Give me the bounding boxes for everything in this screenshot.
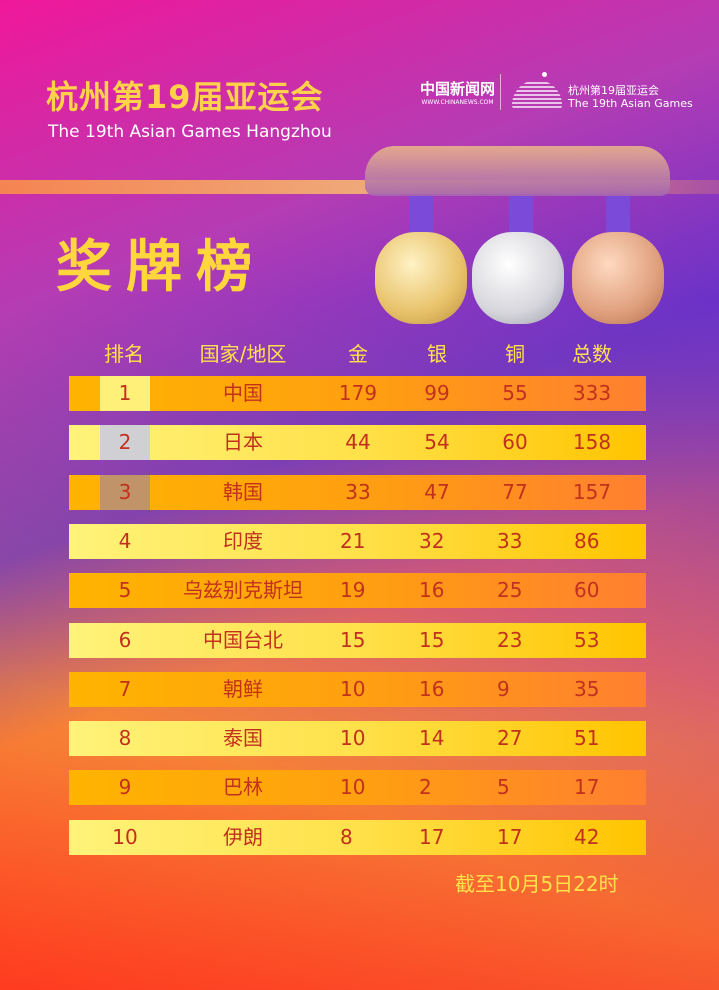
rank-cell: 6 xyxy=(118,627,132,652)
gold-cell: 179 xyxy=(338,381,378,405)
rank-highlight xyxy=(100,376,150,411)
chinanews-logo: 中国新闻网 WWW.CHINANEWS.COM xyxy=(420,78,495,106)
gold-cell: 15 xyxy=(340,627,366,652)
total-cell: 42 xyxy=(574,824,600,849)
silver-cell: 16 xyxy=(419,578,445,603)
table-row: 10 伊朗 8 17 17 42 xyxy=(69,819,646,855)
rank-cell: 2 xyxy=(118,430,132,455)
bronze-cell: 27 xyxy=(497,726,523,751)
logo-divider xyxy=(500,74,501,110)
country-cell: 泰国 xyxy=(223,726,263,751)
gold-cell: 10 xyxy=(340,726,366,751)
medal-table-title: 奖牌榜 xyxy=(56,235,266,300)
country-cell: 乌兹别克斯坦 xyxy=(183,578,303,603)
chinanews-logo-text: 中国新闻网 xyxy=(420,80,496,98)
games-logo-en: The 19th Asian Games xyxy=(568,97,693,110)
gold-cell: 10 xyxy=(340,775,366,800)
total-cell: 60 xyxy=(574,578,600,603)
rank-cell: 1 xyxy=(118,381,132,405)
rank-cell: 8 xyxy=(118,726,132,751)
col-header-gold: 金 xyxy=(348,342,368,366)
total-cell: 53 xyxy=(574,627,600,652)
table-row: 4 印度 21 32 33 86 xyxy=(69,523,646,559)
country-cell: 日本 xyxy=(223,430,263,455)
bronze-cell: 17 xyxy=(497,824,523,849)
col-header-total: 总数 xyxy=(572,342,612,366)
total-cell: 333 xyxy=(572,381,612,405)
bronze-cell: 55 xyxy=(502,381,528,405)
gold-ribbon xyxy=(409,196,433,236)
country-cell: 印度 xyxy=(223,528,263,553)
bronze-cell: 25 xyxy=(497,578,523,603)
table-row: 7 朝鲜 10 16 9 35 xyxy=(69,671,646,707)
total-cell: 158 xyxy=(572,430,612,455)
silver-cell: 16 xyxy=(419,676,445,701)
rank-cell: 5 xyxy=(118,578,132,603)
rank-highlight xyxy=(100,474,150,510)
col-header-rank: 排名 xyxy=(104,342,144,366)
total-cell: 35 xyxy=(574,676,600,701)
title-cn: 杭州第19届亚运会 xyxy=(46,78,324,116)
gold-cell: 10 xyxy=(340,676,366,701)
gold-cell: 33 xyxy=(345,479,371,504)
bronze-cell: 9 xyxy=(497,676,510,701)
total-cell: 17 xyxy=(574,775,600,800)
gold-medal-icon xyxy=(375,232,467,324)
country-cell: 韩国 xyxy=(223,479,263,504)
silver-medal-icon xyxy=(472,232,564,324)
rank-cell: 4 xyxy=(118,528,132,553)
gold-cell: 19 xyxy=(340,578,366,603)
col-header-country: 国家/地区 xyxy=(199,342,287,366)
table-row: 3 韩国 33 47 77 157 xyxy=(69,474,646,510)
total-cell: 51 xyxy=(574,726,600,751)
title-en: The 19th Asian Games Hangzhou xyxy=(48,122,332,142)
rank-highlight xyxy=(100,425,150,461)
bronze-cell: 5 xyxy=(497,775,510,800)
col-header-silver: 银 xyxy=(427,342,447,366)
silver-cell: 2 xyxy=(419,775,432,800)
table-row: 6 中国台北 15 15 23 53 xyxy=(69,622,646,658)
silver-cell: 47 xyxy=(424,479,450,504)
silver-cell: 99 xyxy=(424,381,450,405)
games-logo-dot xyxy=(542,72,547,77)
bronze-cell: 23 xyxy=(497,627,523,652)
country-cell: 巴林 xyxy=(223,775,263,800)
chinanews-logo-url: WWW.CHINANEWS.COM xyxy=(421,99,494,106)
gold-cell: 8 xyxy=(340,824,353,849)
country-cell: 中国 xyxy=(223,381,263,405)
table-row: 1 中国 179 99 55 333 xyxy=(69,376,646,411)
silver-cell: 17 xyxy=(419,824,445,849)
games-logo-text: 杭州第19届亚运会 The 19th Asian Games xyxy=(568,84,693,110)
rank-cell: 9 xyxy=(118,775,132,800)
silver-cell: 14 xyxy=(419,726,445,751)
gold-cell: 44 xyxy=(345,430,371,455)
bronze-cell: 33 xyxy=(497,528,523,553)
table-row: 2 日本 44 54 60 158 xyxy=(69,425,646,461)
table-row: 5 乌兹别克斯坦 19 16 25 60 xyxy=(69,573,646,609)
country-cell: 朝鲜 xyxy=(223,676,263,701)
silver-cell: 54 xyxy=(424,430,450,455)
rank-cell: 10 xyxy=(112,824,138,849)
gold-cell: 21 xyxy=(340,528,366,553)
silver-ribbon xyxy=(509,196,533,236)
rank-cell: 3 xyxy=(118,479,132,504)
bronze-medal-icon xyxy=(572,232,664,324)
games-logo-cn: 杭州第19届亚运会 xyxy=(568,84,659,97)
col-header-bronze: 铜 xyxy=(505,342,525,366)
update-time: 截至10月5日22时 xyxy=(455,872,619,896)
table-row: 9 巴林 10 2 5 17 xyxy=(69,770,646,806)
bronze-cell: 77 xyxy=(502,479,528,504)
rank-cell: 7 xyxy=(118,676,132,701)
silver-cell: 32 xyxy=(419,528,445,553)
bronze-ribbon xyxy=(606,196,630,236)
total-cell: 157 xyxy=(572,479,612,504)
table-row: 8 泰国 10 14 27 51 xyxy=(69,721,646,757)
bronze-cell: 60 xyxy=(502,430,528,455)
crown-decoration xyxy=(365,146,670,196)
total-cell: 86 xyxy=(574,528,600,553)
silver-cell: 15 xyxy=(419,627,445,652)
country-cell: 伊朗 xyxy=(223,824,263,849)
country-cell: 中国台北 xyxy=(203,627,283,652)
